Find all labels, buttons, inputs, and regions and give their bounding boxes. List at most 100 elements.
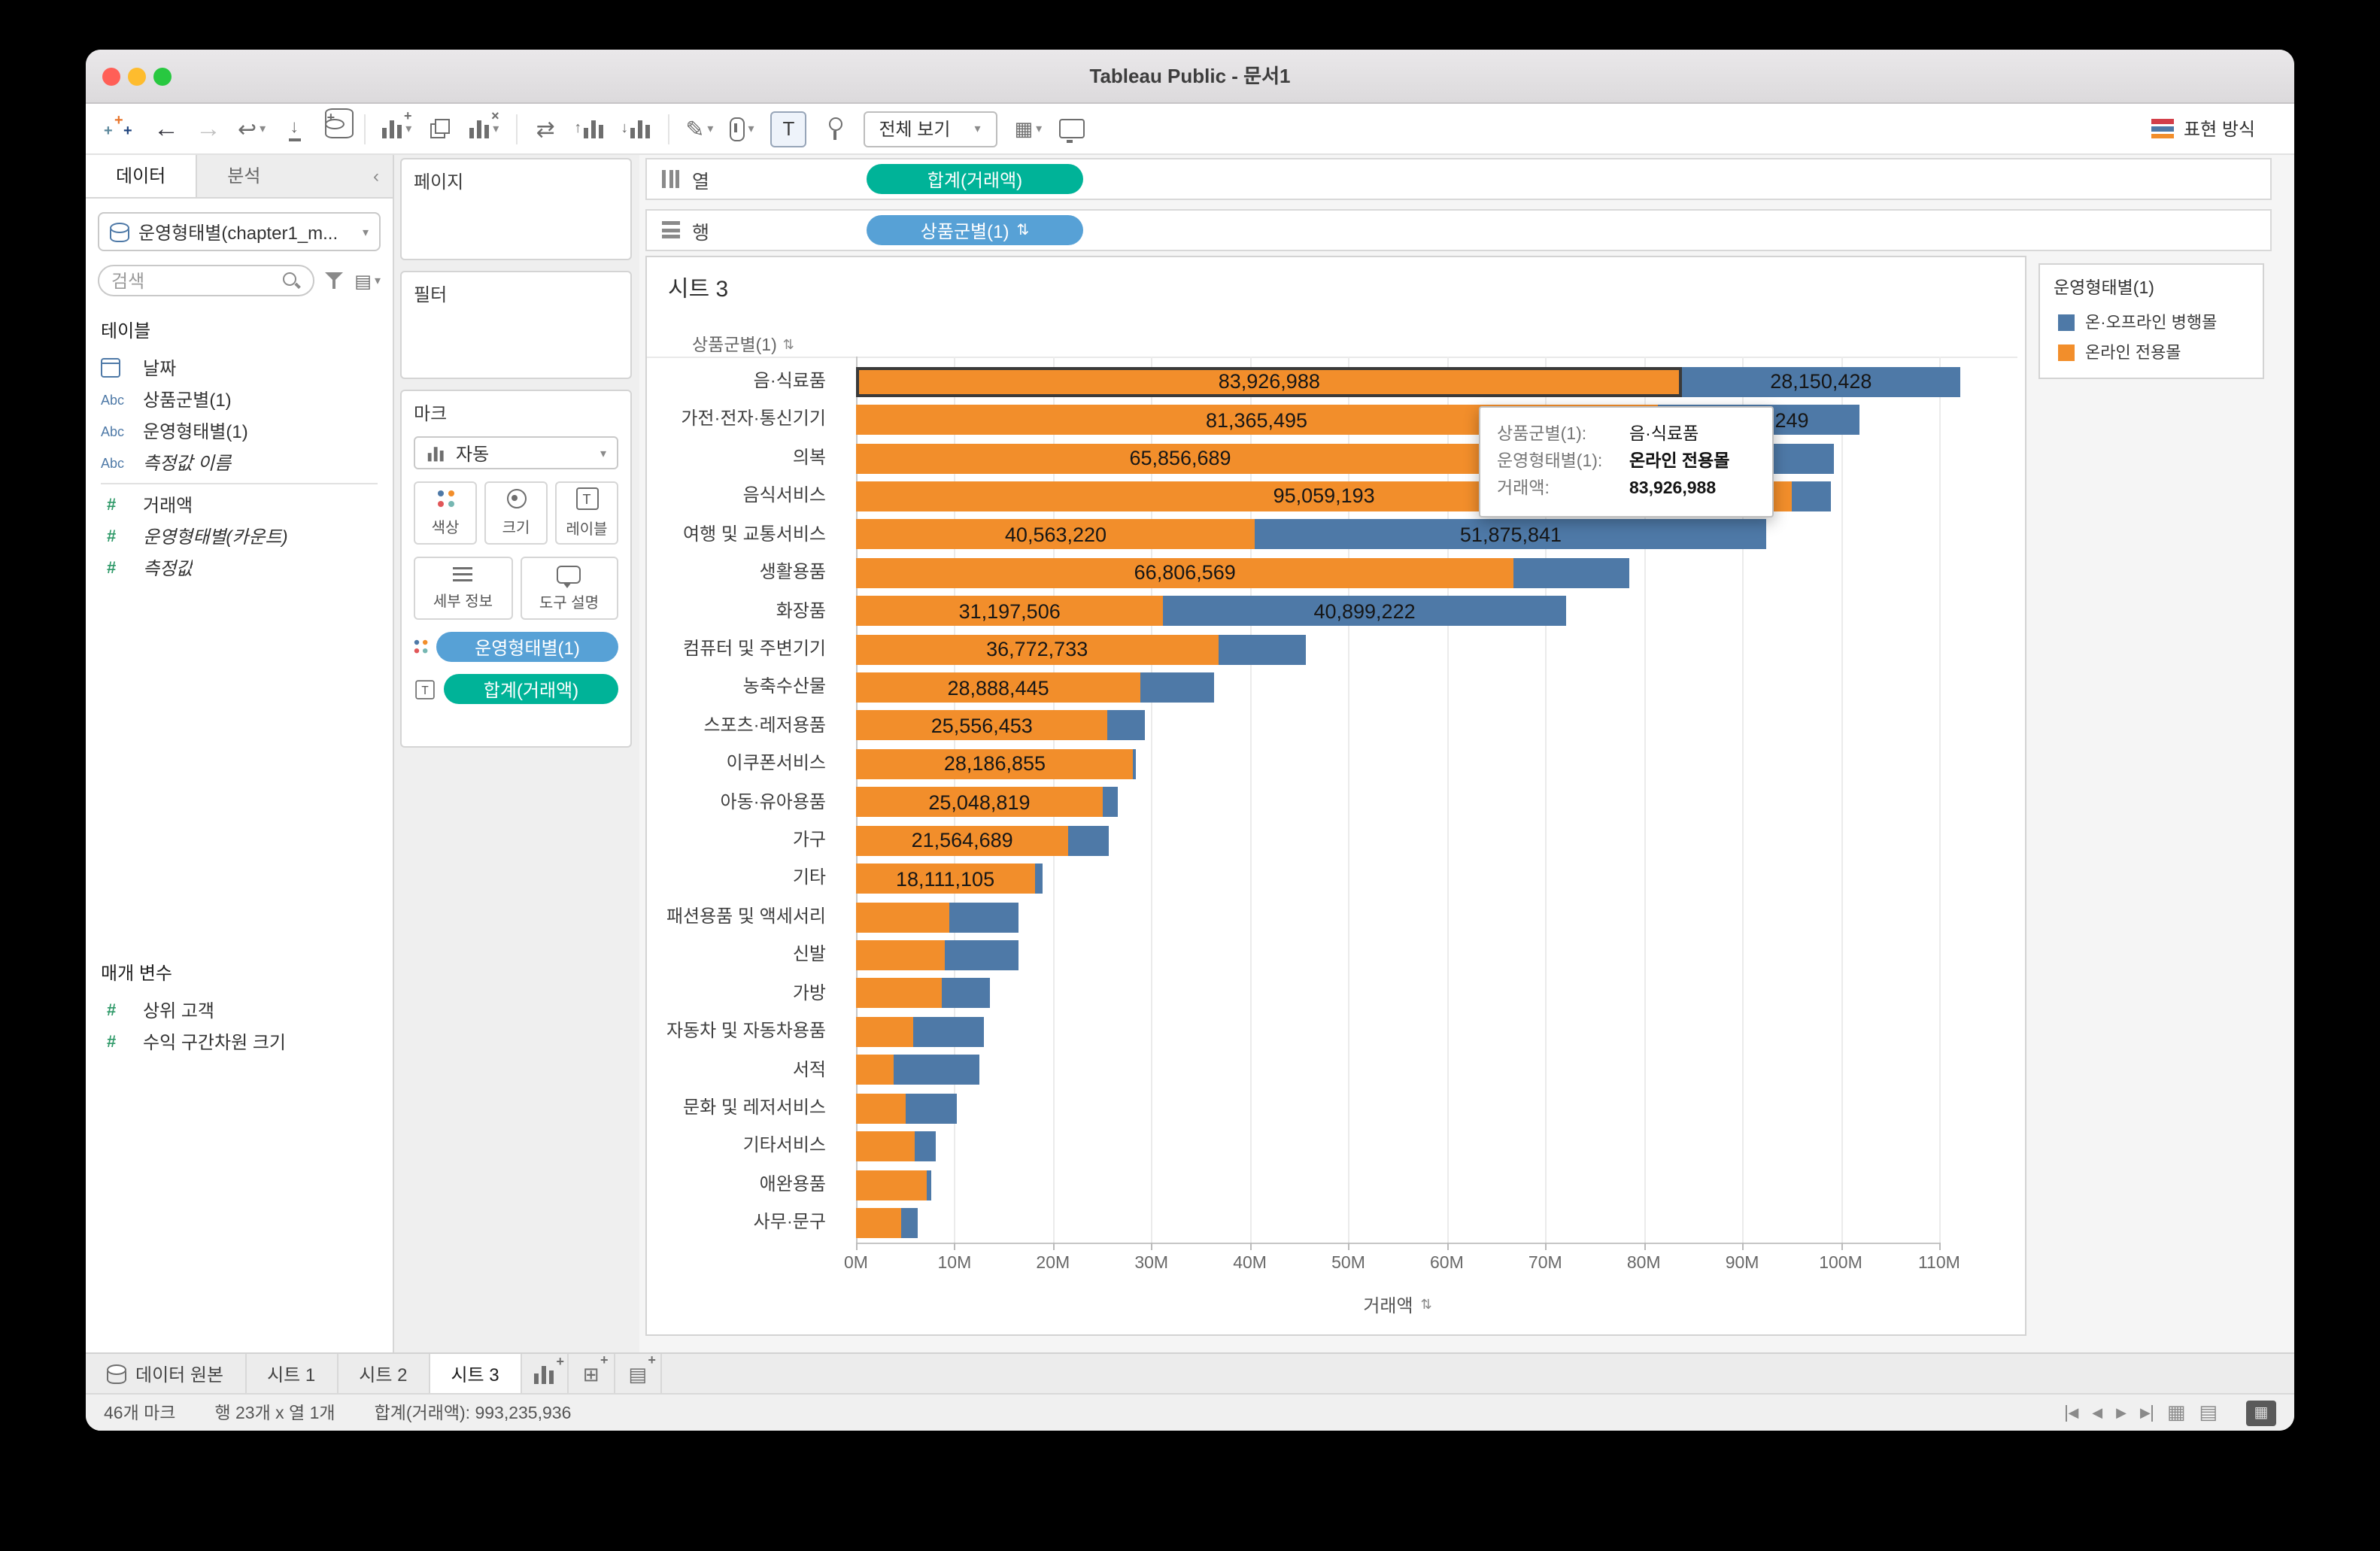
maximize-button[interactable] — [153, 68, 172, 86]
datasource-tab[interactable]: 데이터 원본 — [86, 1354, 247, 1395]
field-item[interactable]: # 측정값 — [86, 552, 393, 584]
bar-segment-online[interactable] — [856, 1170, 927, 1200]
field-item[interactable]: Abc 운영형태별(1) — [86, 415, 393, 447]
new-datasource-button[interactable] — [323, 108, 354, 145]
bar-segment-hybrid[interactable] — [949, 902, 1018, 933]
field-item[interactable]: # 수익 구간차원 크기 — [86, 1026, 393, 1058]
new-dashboard-button[interactable]: ⊞ — [569, 1352, 615, 1395]
clear-sheet-button[interactable]: ▾ — [469, 108, 499, 145]
sheet-tab[interactable]: 시트 1 — [246, 1354, 338, 1395]
bar-segment-online[interactable] — [856, 1055, 894, 1085]
field-item[interactable]: Abc 상품군별(1) — [86, 384, 393, 415]
sort-icon[interactable]: ⇅ — [1420, 1297, 1432, 1312]
minimize-button[interactable] — [128, 68, 146, 86]
show-mark-labels-button[interactable]: T — [770, 111, 807, 147]
bar-segment-online[interactable] — [856, 1131, 915, 1162]
bar-segment-online[interactable]: 25,556,453 — [856, 710, 1108, 741]
tab-data[interactable]: 데이터 — [86, 155, 198, 197]
new-worksheet-tab-button[interactable] — [522, 1354, 569, 1395]
category-label[interactable]: 가방 — [792, 982, 826, 1003]
bar-segment-hybrid[interactable] — [1107, 710, 1146, 741]
color-encoding-pill[interactable]: 운영형태별(1) — [436, 632, 618, 662]
undo-button[interactable]: ↩ ▾ — [238, 117, 266, 142]
show-me-button[interactable]: 표현 방식 — [2151, 116, 2276, 141]
next-sheet-icon[interactable]: ▶ — [2116, 1404, 2127, 1419]
new-worksheet-button[interactable]: ▾ — [381, 108, 411, 145]
color-button[interactable]: 색상 — [414, 481, 477, 545]
label-button[interactable]: T 레이블 — [555, 481, 618, 545]
bar-segment-online[interactable]: 18,111,105 — [856, 864, 1035, 894]
field-item[interactable]: # 상위 고객 — [86, 994, 393, 1026]
bar-segment-online[interactable] — [856, 978, 942, 1009]
category-label[interactable]: 화장품 — [776, 599, 826, 621]
bar-segment-hybrid[interactable] — [901, 1207, 918, 1238]
new-story-button[interactable]: ▤ — [615, 1352, 662, 1395]
category-label[interactable]: 기타서비스 — [742, 1134, 826, 1156]
first-sheet-icon[interactable]: ◀ — [2065, 1404, 2078, 1421]
bar-segment-hybrid[interactable] — [893, 1055, 979, 1085]
pages-shelf[interactable]: 페이지 — [400, 158, 632, 260]
view-options-icon[interactable]: ▤ ▾ — [354, 270, 381, 291]
bar-segment-online[interactable] — [856, 1207, 902, 1238]
group-members-button[interactable]: ▾ — [730, 112, 754, 145]
bar-segment-online[interactable]: 83,926,988 — [856, 366, 1683, 397]
label-encoding-pill[interactable]: 합계(거래액) — [444, 674, 618, 704]
bar-segment-hybrid[interactable] — [1218, 634, 1306, 665]
filters-shelf[interactable]: 필터 — [400, 271, 632, 379]
show-filmstrip-icon[interactable]: ▤ — [2199, 1401, 2218, 1423]
sheet-tab[interactable]: 시트 2 — [338, 1354, 430, 1395]
bar-segment-online[interactable]: 28,186,855 — [856, 748, 1134, 779]
legend-item[interactable]: 온라인 전용몰 — [2040, 337, 2263, 367]
category-label[interactable]: 농축수산물 — [742, 675, 826, 697]
mark-type-dropdown[interactable]: 자동 ▾ — [414, 436, 618, 469]
category-label[interactable]: 생활용품 — [759, 561, 826, 583]
bar-segment-hybrid[interactable] — [912, 1016, 985, 1047]
show-cards-button[interactable]: ▦ ▾ — [1014, 117, 1043, 139]
bar-segment-hybrid[interactable]: 40,899,222 — [1163, 596, 1566, 627]
size-button[interactable]: 크기 — [484, 481, 548, 545]
sort-icon[interactable]: ⇅ — [782, 336, 794, 351]
field-item[interactable]: # 거래액 — [86, 489, 393, 521]
bar-segment-online[interactable]: 66,806,569 — [856, 557, 1514, 588]
category-label[interactable]: 패션용품 및 액세서리 — [666, 905, 826, 927]
detail-button[interactable]: 세부 정보 — [414, 557, 512, 620]
field-item[interactable]: Abc 측정값 이름 — [86, 447, 393, 478]
sheet-tab[interactable]: 시트 3 — [430, 1354, 522, 1395]
category-label[interactable]: 음식서비스 — [742, 484, 826, 506]
bar-segment-hybrid[interactable] — [905, 1093, 957, 1124]
category-label[interactable]: 스포츠·레저용품 — [703, 714, 826, 736]
bar-segment-online[interactable]: 25,048,819 — [856, 787, 1103, 818]
columns-pill[interactable]: 합계(거래액) — [867, 164, 1083, 194]
category-label[interactable]: 문화 및 레저서비스 — [683, 1096, 826, 1118]
bar-segment-online[interactable] — [856, 940, 945, 970]
category-label[interactable]: 기타 — [792, 867, 826, 888]
bar-segment-online[interactable]: 31,197,506 — [856, 596, 1164, 627]
category-label[interactable]: 가구 — [792, 829, 826, 851]
bar-segment-online[interactable]: 21,564,689 — [856, 825, 1069, 856]
duplicate-button[interactable] — [428, 112, 452, 145]
field-item[interactable]: # 운영형태별(카운트) — [86, 521, 393, 552]
category-label[interactable]: 가전·전자·통신기기 — [681, 408, 826, 429]
tooltip-button[interactable]: 도구 설명 — [520, 557, 618, 620]
category-label[interactable]: 사무·문구 — [753, 1211, 826, 1233]
sheet-sorter-button[interactable]: ▦ — [2246, 1400, 2276, 1425]
category-label[interactable]: 여행 및 교통서비스 — [683, 523, 826, 545]
bar-segment-online[interactable] — [856, 1093, 906, 1124]
rows-shelf[interactable]: 행 상품군별(1) ⇅ — [645, 209, 2272, 251]
row-field-header[interactable]: 상품군별(1) ⇅ — [692, 332, 794, 357]
bar-segment-hybrid[interactable] — [927, 1170, 932, 1200]
bar-segment-hybrid[interactable] — [1133, 748, 1137, 779]
close-button[interactable] — [102, 68, 120, 86]
bar-segment-hybrid[interactable] — [1513, 557, 1630, 588]
presentation-mode-button[interactable] — [1058, 112, 1085, 145]
category-label[interactable]: 아동·유아용품 — [720, 791, 827, 812]
highlight-button[interactable]: ✎ ▾ — [685, 117, 714, 142]
bar-segment-hybrid[interactable] — [1034, 864, 1043, 894]
bar-segment-hybrid[interactable]: 51,875,841 — [1255, 519, 1766, 550]
category-label[interactable]: 서적 — [792, 1058, 826, 1080]
category-label[interactable]: 의복 — [792, 446, 826, 468]
fix-axes-button[interactable] — [823, 112, 847, 145]
datasource-item[interactable]: 운영형태별(chapter1_m... ▾ — [98, 212, 381, 251]
category-label[interactable]: 애완용품 — [759, 1173, 826, 1194]
bar-segment-hybrid[interactable] — [941, 978, 990, 1009]
